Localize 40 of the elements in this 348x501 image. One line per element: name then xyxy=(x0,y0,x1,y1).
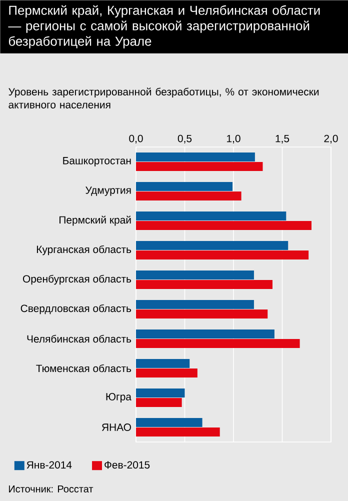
y-tick-label: Челябинская область xyxy=(27,334,132,343)
y-tick-label: Тюменская область xyxy=(36,364,132,372)
bar xyxy=(136,300,254,309)
bar xyxy=(136,162,263,171)
bar xyxy=(136,329,274,338)
bar xyxy=(136,191,242,200)
bar xyxy=(136,220,312,230)
bar xyxy=(136,211,286,220)
bar xyxy=(136,250,309,260)
x-tick-label: 0,0 xyxy=(129,134,143,144)
bar xyxy=(136,358,190,368)
bar xyxy=(136,309,268,318)
y-tick-label: Свердловская область xyxy=(20,304,132,314)
bar xyxy=(136,368,198,378)
bar xyxy=(136,338,300,348)
y-tick-label: Башкортостан xyxy=(63,157,131,166)
bar xyxy=(136,427,220,436)
bar xyxy=(136,240,288,250)
x-tick-label: 2,0 xyxy=(324,134,338,144)
bar xyxy=(136,270,254,280)
x-axis-title: Уровень зарегистрированной безработицы, % от экономически активного населения xyxy=(8,88,319,108)
legend-label: Янв-2014 xyxy=(26,461,72,469)
x-tick-label: 1,0 xyxy=(227,134,240,144)
y-tick-label: Курганская область xyxy=(36,245,132,256)
bar xyxy=(136,152,255,162)
bar xyxy=(136,182,233,191)
y-tick-label: ЯНАО xyxy=(102,424,131,431)
bar xyxy=(136,388,185,398)
bar xyxy=(136,418,202,427)
x-tick-label: 1,5 xyxy=(276,134,290,144)
legend-label: Фев-2015 xyxy=(104,461,150,469)
chart-title: Пермский край, Курганская и Челябинская области — регионы с самой высокой зарегистрированной безработицей на Урале xyxy=(8,5,320,48)
y-tick-label: Оренбургская область xyxy=(22,274,132,285)
bar xyxy=(136,398,182,407)
text: Источник: Росстат xyxy=(9,486,94,492)
bar xyxy=(136,280,272,289)
y-tick-label: Удмуртия xyxy=(86,186,131,196)
y-tick-label: Югра xyxy=(106,393,132,402)
y-tick-label: Пермский край xyxy=(60,216,131,226)
x-tick-label: 0,5 xyxy=(178,134,192,144)
